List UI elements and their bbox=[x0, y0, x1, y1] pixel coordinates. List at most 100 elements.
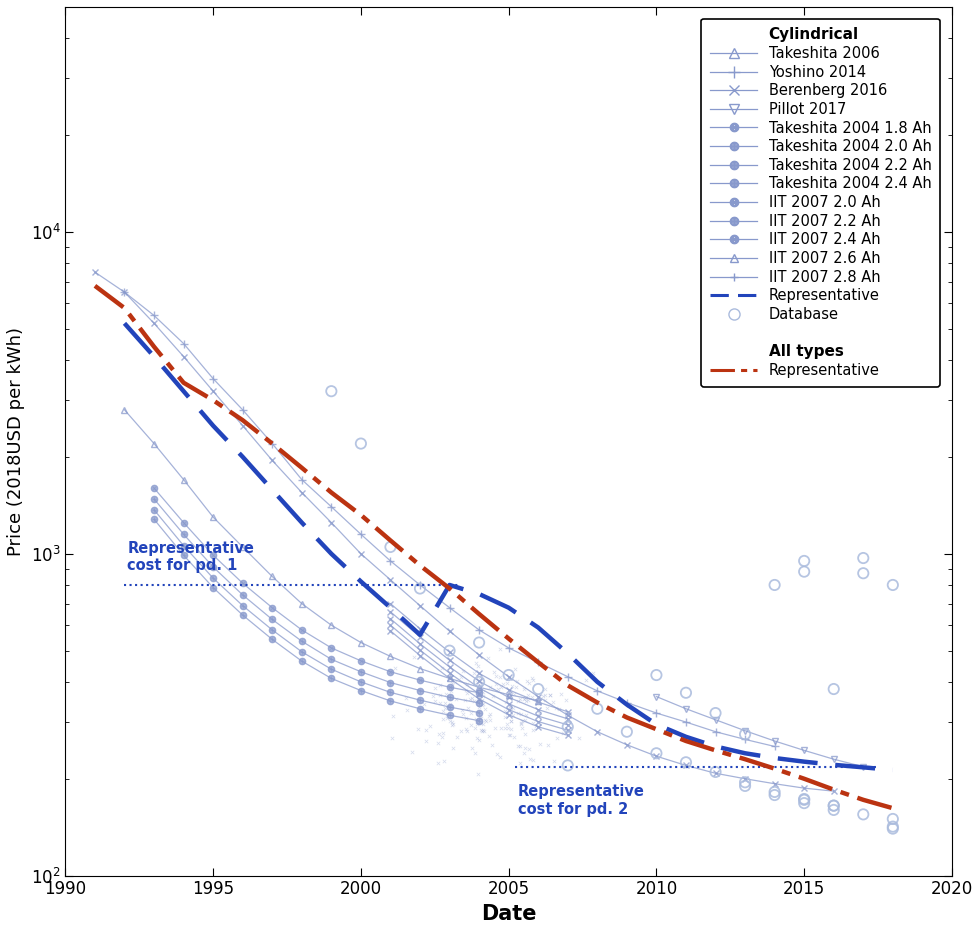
Point bbox=[471, 710, 487, 725]
Point bbox=[488, 676, 504, 691]
Point bbox=[797, 791, 812, 806]
Point bbox=[469, 716, 485, 731]
Point bbox=[499, 695, 514, 709]
Point bbox=[571, 730, 587, 745]
Point bbox=[856, 807, 871, 822]
Point bbox=[516, 692, 532, 707]
Point bbox=[473, 671, 489, 686]
Point bbox=[464, 706, 479, 721]
Point bbox=[500, 706, 515, 721]
Point bbox=[556, 725, 571, 740]
X-axis label: Date: Date bbox=[481, 904, 536, 924]
Point bbox=[500, 716, 515, 731]
Point bbox=[521, 741, 537, 756]
Point bbox=[418, 722, 434, 737]
Point bbox=[537, 681, 553, 696]
Point bbox=[385, 708, 401, 723]
Point bbox=[512, 755, 527, 770]
Point bbox=[492, 669, 508, 684]
Point bbox=[518, 694, 534, 708]
Point bbox=[398, 690, 414, 705]
Point bbox=[470, 733, 486, 748]
Point bbox=[649, 746, 664, 761]
Point bbox=[885, 812, 901, 827]
Point bbox=[501, 721, 516, 735]
Point bbox=[475, 688, 491, 703]
Point bbox=[516, 682, 532, 697]
Point bbox=[885, 577, 901, 592]
Point bbox=[467, 746, 483, 761]
Point bbox=[453, 723, 468, 738]
Point bbox=[493, 680, 509, 695]
Point bbox=[513, 738, 528, 753]
Point bbox=[430, 755, 446, 770]
Point bbox=[459, 723, 474, 738]
Point bbox=[443, 683, 459, 698]
Point bbox=[465, 740, 480, 755]
Point bbox=[468, 715, 484, 730]
Point bbox=[430, 735, 446, 750]
Point bbox=[585, 666, 601, 681]
Point bbox=[477, 712, 493, 727]
Point bbox=[737, 778, 753, 793]
Point bbox=[427, 694, 443, 708]
Point bbox=[474, 693, 490, 708]
Point bbox=[471, 671, 487, 686]
Point bbox=[484, 737, 500, 752]
Point bbox=[492, 749, 508, 764]
Point bbox=[467, 721, 483, 735]
Point bbox=[400, 702, 416, 717]
Point bbox=[442, 696, 458, 711]
Point bbox=[471, 635, 487, 650]
Point bbox=[525, 752, 541, 767]
Point bbox=[470, 690, 486, 705]
Point bbox=[445, 740, 461, 755]
Point bbox=[545, 695, 561, 709]
Point bbox=[489, 747, 505, 762]
Point bbox=[481, 729, 497, 744]
Point bbox=[488, 669, 504, 684]
Point bbox=[517, 740, 533, 755]
Point bbox=[466, 694, 482, 708]
Point bbox=[532, 737, 548, 752]
Point bbox=[439, 711, 455, 726]
Point bbox=[476, 724, 492, 739]
Point bbox=[382, 539, 398, 554]
Point bbox=[482, 707, 498, 722]
Point bbox=[467, 712, 483, 727]
Point bbox=[459, 722, 474, 736]
Point bbox=[885, 821, 901, 836]
Point bbox=[516, 746, 532, 761]
Point bbox=[480, 651, 496, 666]
Point bbox=[885, 819, 901, 834]
Point bbox=[436, 753, 452, 768]
Point bbox=[453, 669, 468, 684]
Point bbox=[505, 708, 520, 722]
Point bbox=[521, 676, 537, 691]
Point bbox=[459, 685, 474, 700]
Point bbox=[448, 675, 464, 690]
Point bbox=[471, 674, 487, 689]
Point bbox=[541, 738, 557, 753]
Point bbox=[737, 727, 753, 742]
Point bbox=[485, 688, 501, 703]
Point bbox=[766, 577, 782, 592]
Point bbox=[519, 688, 535, 703]
Point bbox=[427, 681, 443, 695]
Point bbox=[510, 674, 525, 689]
Point bbox=[708, 764, 723, 779]
Point bbox=[481, 708, 497, 723]
Point bbox=[455, 703, 470, 718]
Point bbox=[435, 725, 451, 740]
Point bbox=[503, 713, 518, 728]
Point bbox=[856, 566, 871, 581]
Point bbox=[514, 717, 529, 732]
Point bbox=[486, 665, 502, 680]
Point bbox=[416, 696, 432, 711]
Point bbox=[502, 700, 517, 715]
Point bbox=[520, 693, 536, 708]
Point bbox=[474, 723, 490, 738]
Point bbox=[470, 699, 486, 714]
Point bbox=[505, 679, 520, 694]
Point bbox=[797, 796, 812, 811]
